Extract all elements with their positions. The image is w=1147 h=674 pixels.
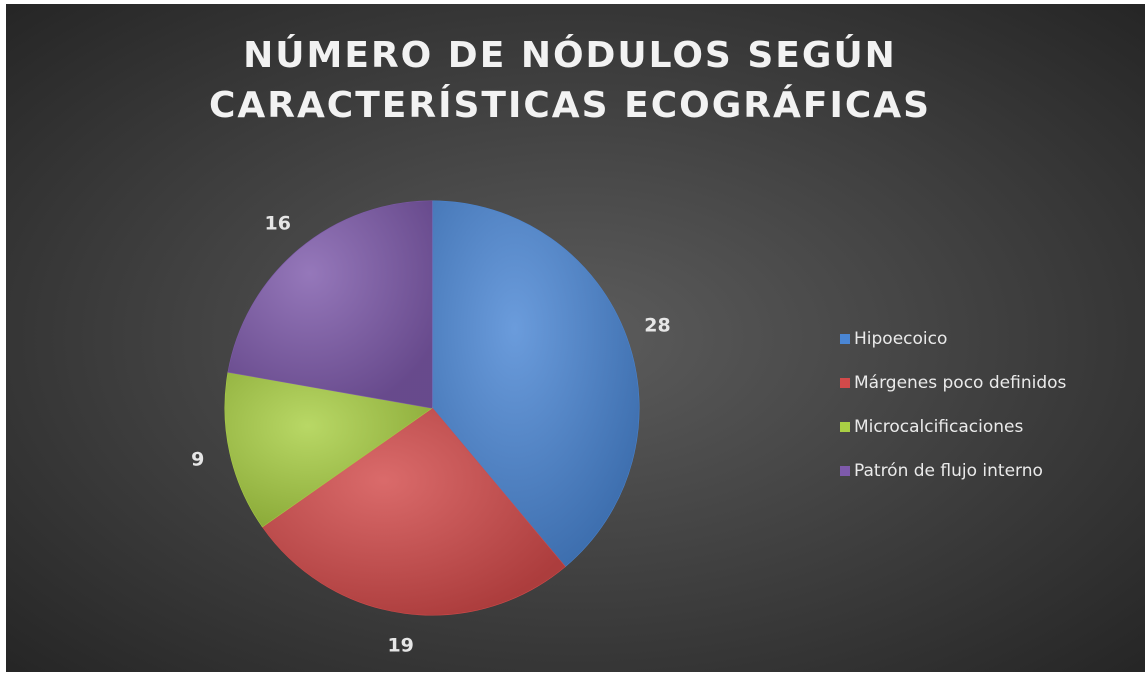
legend-swatch: [840, 466, 850, 476]
slice-shine: [228, 201, 432, 408]
legend-swatch: [840, 334, 850, 344]
legend-label: Microcalcificaciones: [854, 417, 1023, 437]
legend-label: Patrón de flujo interno: [854, 461, 1043, 481]
legend-swatch: [840, 422, 850, 432]
legend-swatch: [840, 378, 850, 388]
legend-label: Hipoecoico: [854, 329, 947, 349]
data-label: 9: [191, 448, 204, 470]
chart-title: CARACTERÍSTICAS ECOGRÁFICAS: [209, 84, 931, 126]
data-label: 28: [644, 314, 670, 336]
slice-shine: [262, 408, 566, 615]
data-label: 16: [265, 213, 291, 235]
chart-title: NÚMERO DE NÓDULOS SEGÚN: [243, 34, 897, 76]
legend-label: Márgenes poco definidos: [854, 373, 1067, 393]
slice-shine: [432, 201, 639, 567]
slice-shine: [225, 372, 432, 527]
data-label: 19: [387, 634, 413, 656]
